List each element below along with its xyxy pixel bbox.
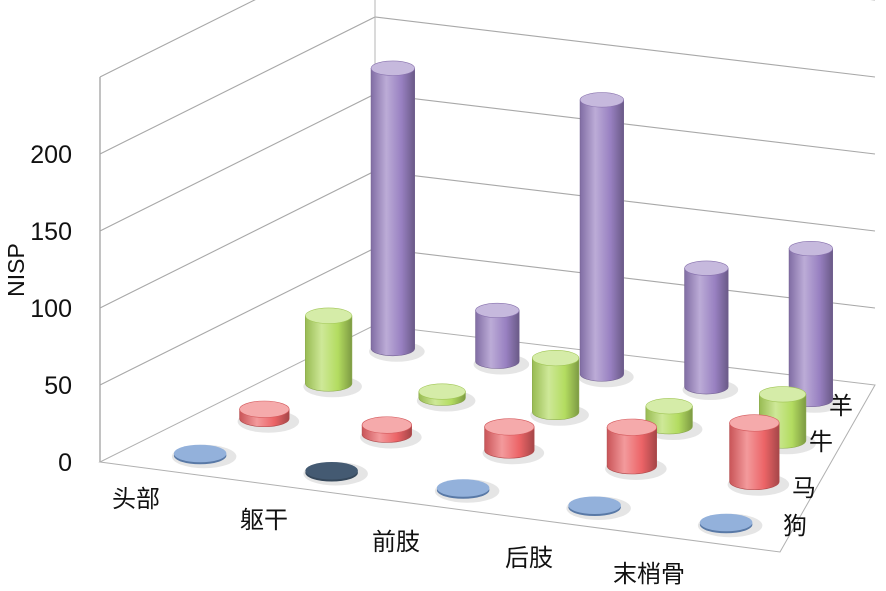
bar — [473, 302, 530, 375]
category-label: 头部 — [112, 485, 160, 513]
bar — [369, 60, 425, 362]
bar — [605, 418, 667, 481]
series-label: 狗 — [783, 512, 807, 540]
bar — [303, 307, 362, 398]
series-label: 马 — [792, 474, 816, 502]
bar — [727, 414, 790, 496]
gridline — [99, 93, 876, 232]
category-label: 末梢骨 — [613, 560, 685, 588]
bar — [682, 260, 739, 401]
bar — [566, 496, 631, 521]
bar — [434, 479, 500, 503]
bar — [643, 398, 703, 441]
y-axis-label: NISP — [3, 243, 29, 297]
bar — [237, 400, 300, 433]
y-axis-ticks: 0 50 100 150 200 — [30, 141, 72, 477]
bar — [530, 350, 589, 426]
y-tick-label: 0 — [58, 449, 72, 477]
y-tick-label: 150 — [30, 218, 72, 246]
bar — [787, 241, 843, 413]
bar — [578, 92, 634, 388]
bar — [360, 416, 422, 449]
bar — [697, 513, 763, 538]
gridline — [99, 0, 875, 78]
series-label: 牛 — [809, 428, 833, 456]
series-labels: 狗马牛羊 — [783, 392, 853, 540]
floor-outline — [98, 324, 876, 553]
y-tick-label: 100 — [30, 295, 72, 323]
y-tick-label: 50 — [44, 372, 72, 400]
category-label: 后肢 — [505, 544, 553, 572]
bar — [171, 444, 237, 469]
series-label: 羊 — [829, 392, 853, 420]
bar — [303, 461, 368, 486]
y-tick-label: 200 — [30, 141, 72, 169]
bar — [482, 418, 545, 465]
category-label: 躯干 — [240, 506, 288, 534]
bars — [171, 60, 843, 538]
gridline — [99, 170, 876, 309]
gridline — [99, 16, 876, 155]
category-label: 前肢 — [372, 528, 420, 556]
bar — [416, 383, 476, 412]
